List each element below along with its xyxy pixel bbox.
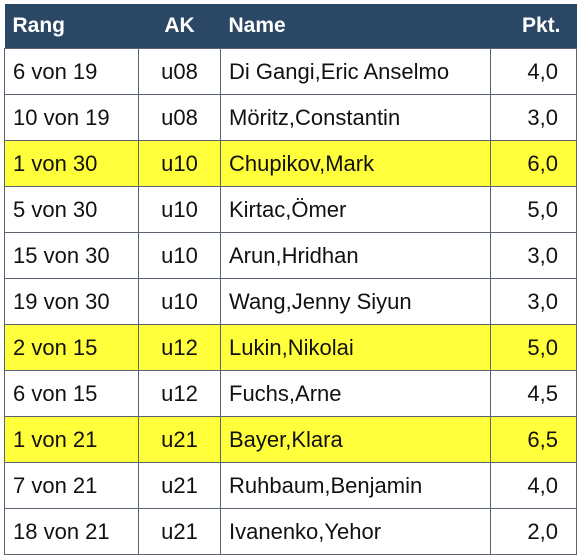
- table-cell: 6,0: [490, 140, 577, 187]
- table-cell: u21: [138, 508, 221, 555]
- table-cell: 19 von 30: [4, 278, 139, 325]
- header-cell: Rang: [12, 14, 66, 37]
- table-cell: 3,0: [490, 232, 577, 279]
- table-row: 18 von 21 u21 Ivanenko,Yehor 2,0: [4, 508, 577, 555]
- header-cell: AK: [164, 14, 195, 37]
- table-cell: 6,5: [490, 416, 577, 463]
- table-row: 10 von 19 u08 Möritz,Constantin 3,0: [4, 94, 577, 141]
- table-row: 6 von 19 u08 Di Gangi,Eric Anselmo 4,0: [4, 48, 577, 95]
- table-cell: 4,0: [490, 48, 577, 95]
- table-cell: 5 von 30: [4, 186, 139, 233]
- table-cell: 1 von 21: [4, 416, 139, 463]
- table-body: 6 von 19 u08 Di Gangi,Eric Anselmo 4,0 10 vo…: [4, 48, 577, 555]
- table-cell: 15 von 30: [4, 232, 139, 279]
- header-cell: Pkt.: [521, 14, 561, 37]
- table-cell: u21: [138, 462, 221, 509]
- table-cell: u12: [138, 370, 221, 417]
- table-cell: 3,0: [490, 278, 577, 325]
- table-row: 15 von 30 u10 Arun,Hridhan 3,0: [4, 232, 577, 279]
- table-cell: Arun,Hridhan: [220, 232, 491, 279]
- table-row: 1 von 30 u10 Chupikov,Mark 6,0: [4, 140, 577, 187]
- table-row: 2 von 15 u12 Lukin,Nikolai 5,0: [4, 324, 577, 371]
- table-cell: 6 von 15: [4, 370, 139, 417]
- table-row: 6 von 15 u12 Fuchs,Arne 4,5: [4, 370, 577, 417]
- ranking-table: Rang AK Name Pkt. 6 von 19 u08 Di Gangi,Eric …: [4, 4, 577, 555]
- table-cell: 4,5: [490, 370, 577, 417]
- table-cell: u10: [138, 232, 221, 279]
- table-cell: Ivanenko,Yehor: [220, 508, 491, 555]
- table-cell: 3,0: [490, 94, 577, 141]
- table-cell: u12: [138, 324, 221, 371]
- table-cell: Möritz,Constantin: [220, 94, 491, 141]
- table-row: 1 von 21 u21 Bayer,Klara 6,5: [4, 416, 577, 463]
- table-cell: u10: [138, 278, 221, 325]
- table-cell: 5,0: [490, 186, 577, 233]
- table-cell: Wang,Jenny Siyun: [220, 278, 491, 325]
- table-cell: 6 von 19: [4, 48, 139, 95]
- table-cell: u08: [138, 48, 221, 95]
- table-cell: u08: [138, 94, 221, 141]
- table-cell: u10: [138, 140, 221, 187]
- table-cell: Ruhbaum,Benjamin: [220, 462, 491, 509]
- table-cell: Bayer,Klara: [220, 416, 491, 463]
- table-row: 19 von 30 u10 Wang,Jenny Siyun 3,0: [4, 278, 577, 325]
- header-row: Rang AK Name Pkt.: [4, 4, 577, 49]
- table-cell: 5,0: [490, 324, 577, 371]
- table-cell: Di Gangi,Eric Anselmo: [220, 48, 491, 95]
- table-cell: u21: [138, 416, 221, 463]
- table-cell: 18 von 21: [4, 508, 139, 555]
- table-cell: 7 von 21: [4, 462, 139, 509]
- table-cell: Kirtac,Ömer: [220, 186, 491, 233]
- table-cell: Lukin,Nikolai: [220, 324, 491, 371]
- table-cell: 10 von 19: [4, 94, 139, 141]
- table-cell: 1 von 30: [4, 140, 139, 187]
- header-cell: Name: [228, 14, 286, 37]
- table-cell: 2,0: [490, 508, 577, 555]
- table-cell: 4,0: [490, 462, 577, 509]
- table-cell: Chupikov,Mark: [220, 140, 491, 187]
- table-cell: Fuchs,Arne: [220, 370, 491, 417]
- table-cell: u10: [138, 186, 221, 233]
- table-row: 5 von 30 u10 Kirtac,Ömer 5,0: [4, 186, 577, 233]
- table-row: 7 von 21 u21 Ruhbaum,Benjamin 4,0: [4, 462, 577, 509]
- table-cell: 2 von 15: [4, 324, 139, 371]
